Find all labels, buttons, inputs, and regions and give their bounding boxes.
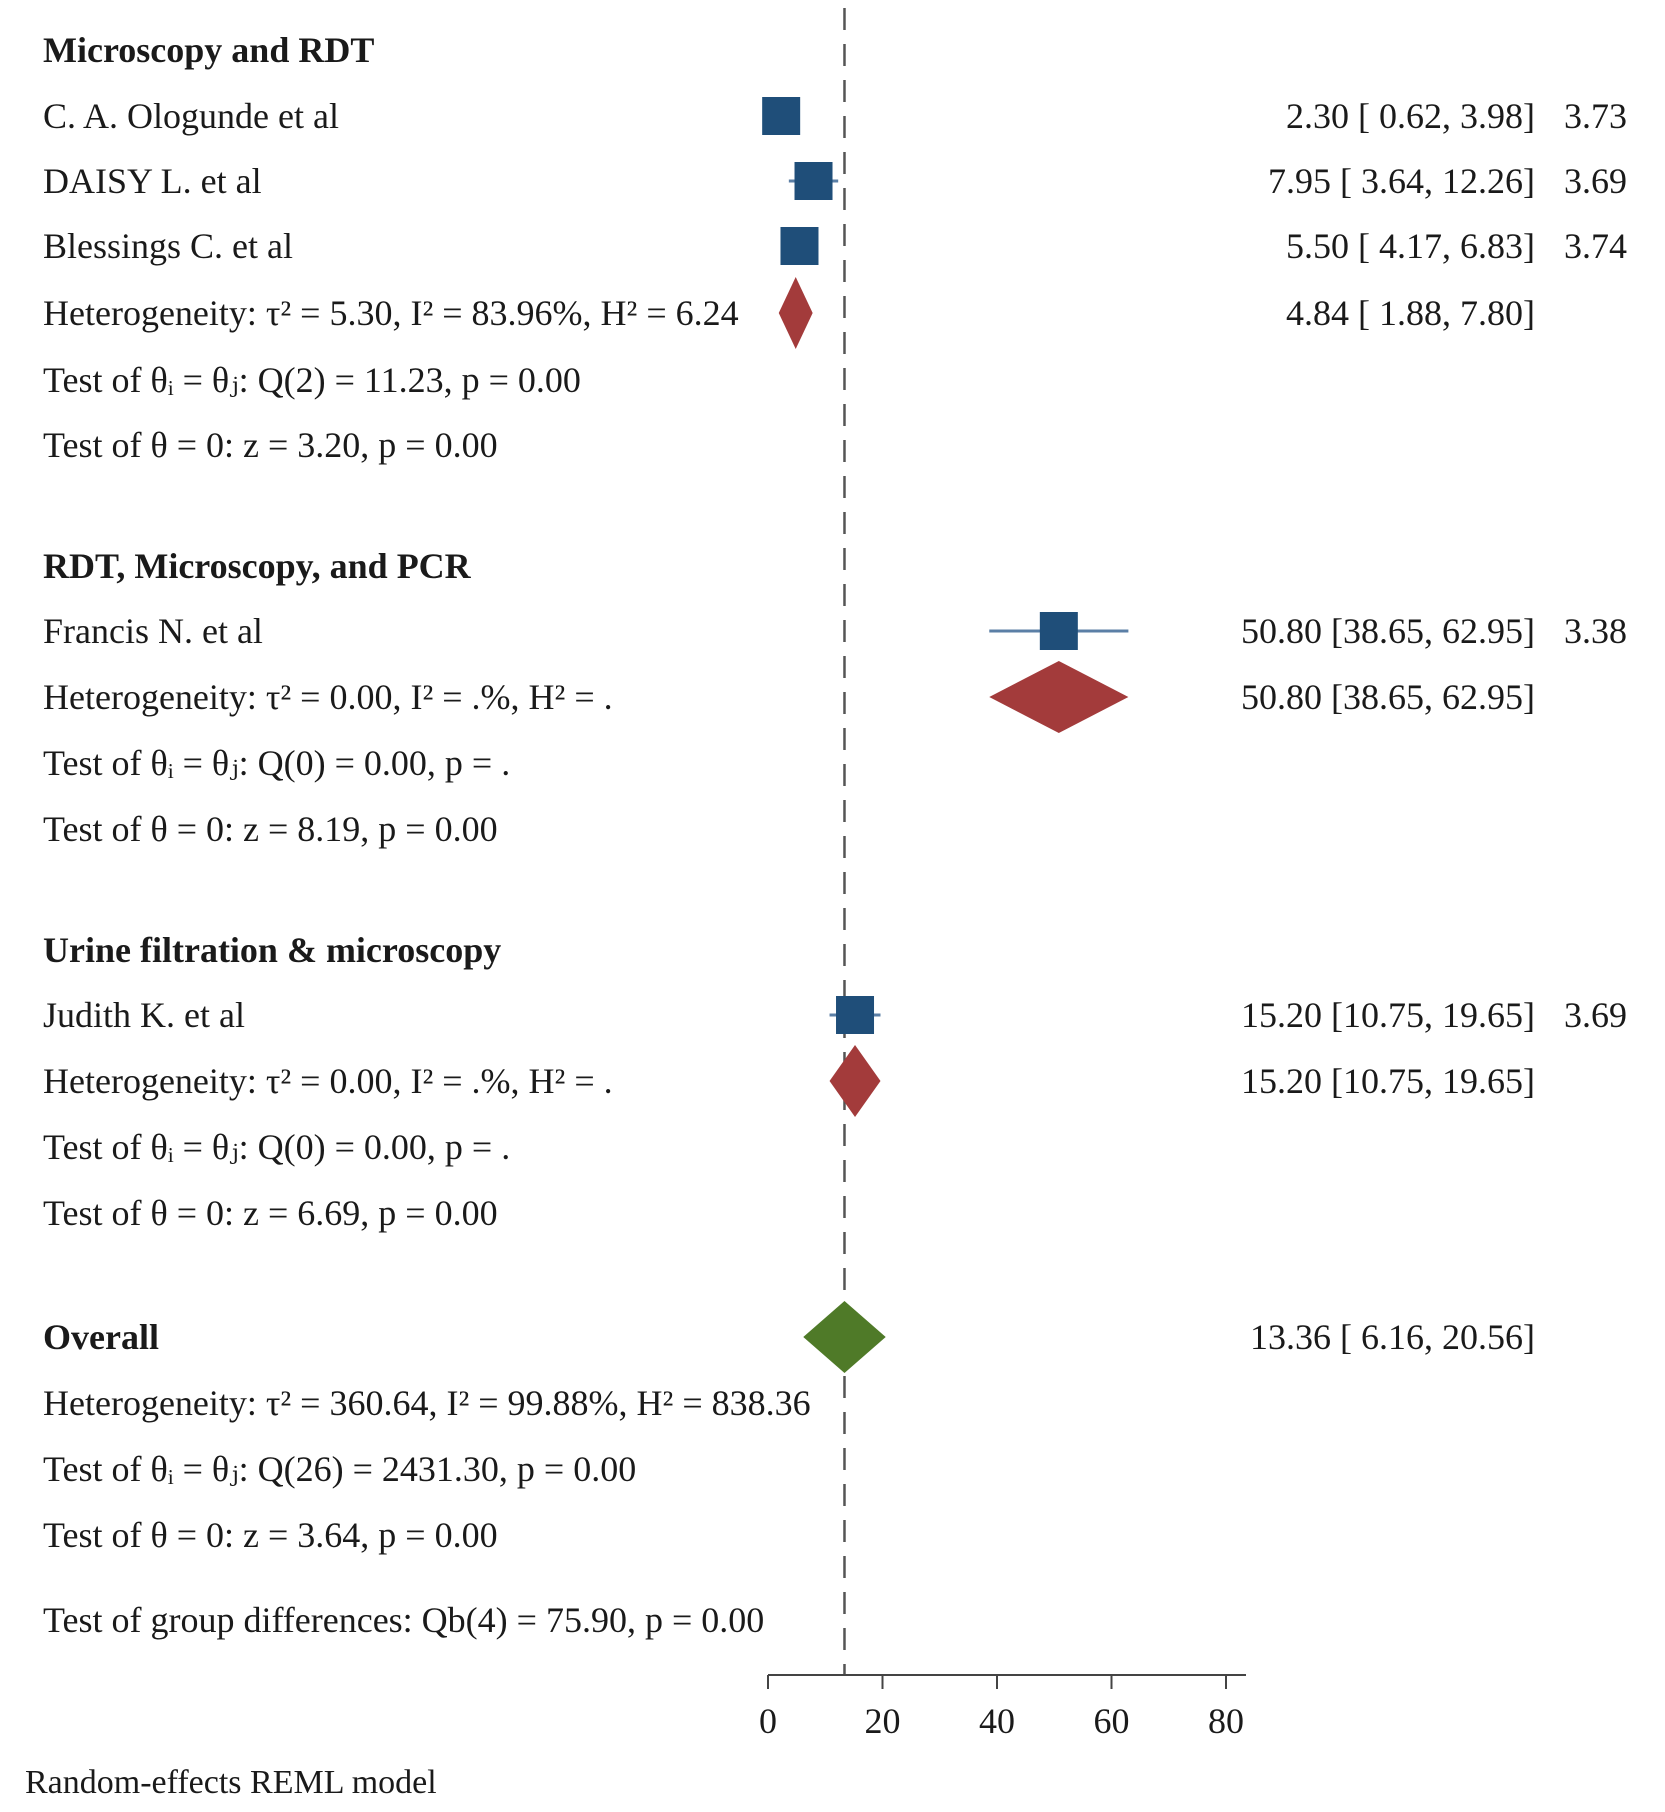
stat-text: Test of θ = 0: z = 3.20, p = 0.00 (43, 425, 498, 465)
stat-text: Heterogeneity: τ² = 0.00, I² = .%, H² = … (43, 1061, 613, 1101)
study-label: Judith K. et al (43, 995, 245, 1035)
ci-text: 4.84 [ 1.88, 7.80] (1286, 293, 1535, 333)
study-marker (780, 227, 819, 265)
x-tick-label: 60 (1094, 1701, 1130, 1741)
x-tick-label: 20 (865, 1701, 901, 1741)
stat-text: Test of θ = 0: z = 3.64, p = 0.00 (43, 1515, 498, 1555)
row-text: Test of θᵢ = θⱼ: Q(0) = 0.00, p = . (43, 1127, 510, 1167)
row-text: Test of group differences: Qb(4) = 75.90… (43, 1600, 764, 1640)
row-text: Test of θᵢ = θⱼ: Q(0) = 0.00, p = . (43, 743, 510, 783)
row-text: Test of θᵢ = θⱼ: Q(2) = 11.23, p = 0.00 (43, 360, 581, 400)
row-text: Test of θ = 0: z = 8.19, p = 0.00 (43, 809, 498, 849)
subgroup-diamond (778, 277, 813, 349)
row-header: Urine filtration & microscopy (43, 930, 501, 970)
stat-text: Test of group differences: Qb(4) = 75.90… (43, 1600, 764, 1640)
stat-text: Test of θᵢ = θⱼ: Q(0) = 0.00, p = . (43, 1127, 510, 1167)
weight-text: 3.73 (1564, 96, 1627, 136)
stat-text: Test of θᵢ = θⱼ: Q(2) = 11.23, p = 0.00 (43, 360, 581, 400)
row-study: Judith K. et al 15.20 [10.75, 19.65] 3.69 (43, 995, 1627, 1035)
row-header: Microscopy and RDT (43, 30, 374, 70)
study-marker (836, 996, 875, 1034)
row-text: Heterogeneity: τ² = 360.64, I² = 99.88%,… (43, 1383, 811, 1423)
group-title: Urine filtration & microscopy (43, 930, 501, 970)
study-label: C. A. Ologunde et al (43, 96, 339, 136)
stat-text: Heterogeneity: τ² = 0.00, I² = .%, H² = … (43, 677, 613, 717)
ci-text: 13.36 [ 6.16, 20.56] (1250, 1317, 1535, 1357)
x-tick-label: 0 (759, 1701, 777, 1741)
group-title: RDT, Microscopy, and PCR (43, 546, 472, 586)
group-title: Microscopy and RDT (43, 30, 374, 70)
x-axis: 0 20 40 60 80 (759, 1674, 1246, 1741)
x-tick-label: 40 (979, 1701, 1015, 1741)
ci-text: 50.80 [38.65, 62.95] (1241, 677, 1535, 717)
study-label: DAISY L. et al (43, 161, 262, 201)
stat-text: Test of θ = 0: z = 8.19, p = 0.00 (43, 809, 498, 849)
rows-layer: Microscopy and RDT C. A. Ologunde et al 2.… (43, 30, 1627, 1640)
row-overall: Overall 13.36 [ 6.16, 20.56] (43, 1301, 1535, 1373)
row-subgroup: Heterogeneity: τ² = 5.30, I² = 83.96%, H… (43, 277, 1535, 349)
study-label: Francis N. et al (43, 611, 263, 651)
stat-text: Heterogeneity: τ² = 5.30, I² = 83.96%, H… (43, 293, 739, 333)
weight-text: 3.69 (1564, 161, 1627, 201)
study-marker (762, 97, 801, 135)
stat-text: Heterogeneity: τ² = 360.64, I² = 99.88%,… (43, 1383, 811, 1423)
x-tick-label: 80 (1208, 1701, 1244, 1741)
footnote: Random-effects REML model (25, 1764, 437, 1801)
row-header: RDT, Microscopy, and PCR (43, 546, 472, 586)
stat-text: Test of θᵢ = θⱼ: Q(26) = 2431.30, p = 0.… (43, 1449, 636, 1489)
weight-text: 3.69 (1564, 995, 1627, 1035)
row-text: Test of θ = 0: z = 3.64, p = 0.00 (43, 1515, 498, 1555)
row-text: Test of θ = 0: z = 6.69, p = 0.00 (43, 1193, 498, 1233)
study-marker (1039, 612, 1078, 650)
row-subgroup: Heterogeneity: τ² = 0.00, I² = .%, H² = … (43, 661, 1535, 733)
ci-text: 2.30 [ 0.62, 3.98] (1286, 96, 1535, 136)
row-text: Test of θ = 0: z = 3.20, p = 0.00 (43, 425, 498, 465)
row-study: Blessings C. et al 5.50 [ 4.17, 6.83] 3.74 (43, 226, 1627, 266)
row-subgroup: Heterogeneity: τ² = 0.00, I² = .%, H² = … (43, 1045, 1535, 1117)
study-label: Blessings C. et al (43, 226, 293, 266)
weight-text: 3.74 (1564, 226, 1627, 266)
row-study: Francis N. et al 50.80 [38.65, 62.95] 3.38 (43, 611, 1627, 651)
row-study: C. A. Ologunde et al 2.30 [ 0.62, 3.98] 3.… (43, 96, 1627, 136)
row-study: DAISY L. et al 7.95 [ 3.64, 12.26] 3.69 (43, 161, 1627, 201)
stat-text: Test of θ = 0: z = 6.69, p = 0.00 (43, 1193, 498, 1233)
study-marker (794, 162, 833, 200)
row-text: Test of θᵢ = θⱼ: Q(26) = 2431.30, p = 0.… (43, 1449, 636, 1489)
ci-text: 50.80 [38.65, 62.95] (1241, 611, 1535, 651)
subgroup-diamond (829, 1045, 881, 1117)
overall-label: Overall (43, 1317, 159, 1357)
ci-text: 5.50 [ 4.17, 6.83] (1286, 226, 1535, 266)
ci-text: 15.20 [10.75, 19.65] (1241, 1061, 1535, 1101)
overall-diamond (803, 1301, 886, 1373)
ci-text: 15.20 [10.75, 19.65] (1241, 995, 1535, 1035)
ci-text: 7.95 [ 3.64, 12.26] (1268, 161, 1535, 201)
stat-text: Test of θᵢ = θⱼ: Q(0) = 0.00, p = . (43, 743, 510, 783)
subgroup-diamond (989, 661, 1129, 733)
weight-text: 3.38 (1564, 611, 1627, 651)
